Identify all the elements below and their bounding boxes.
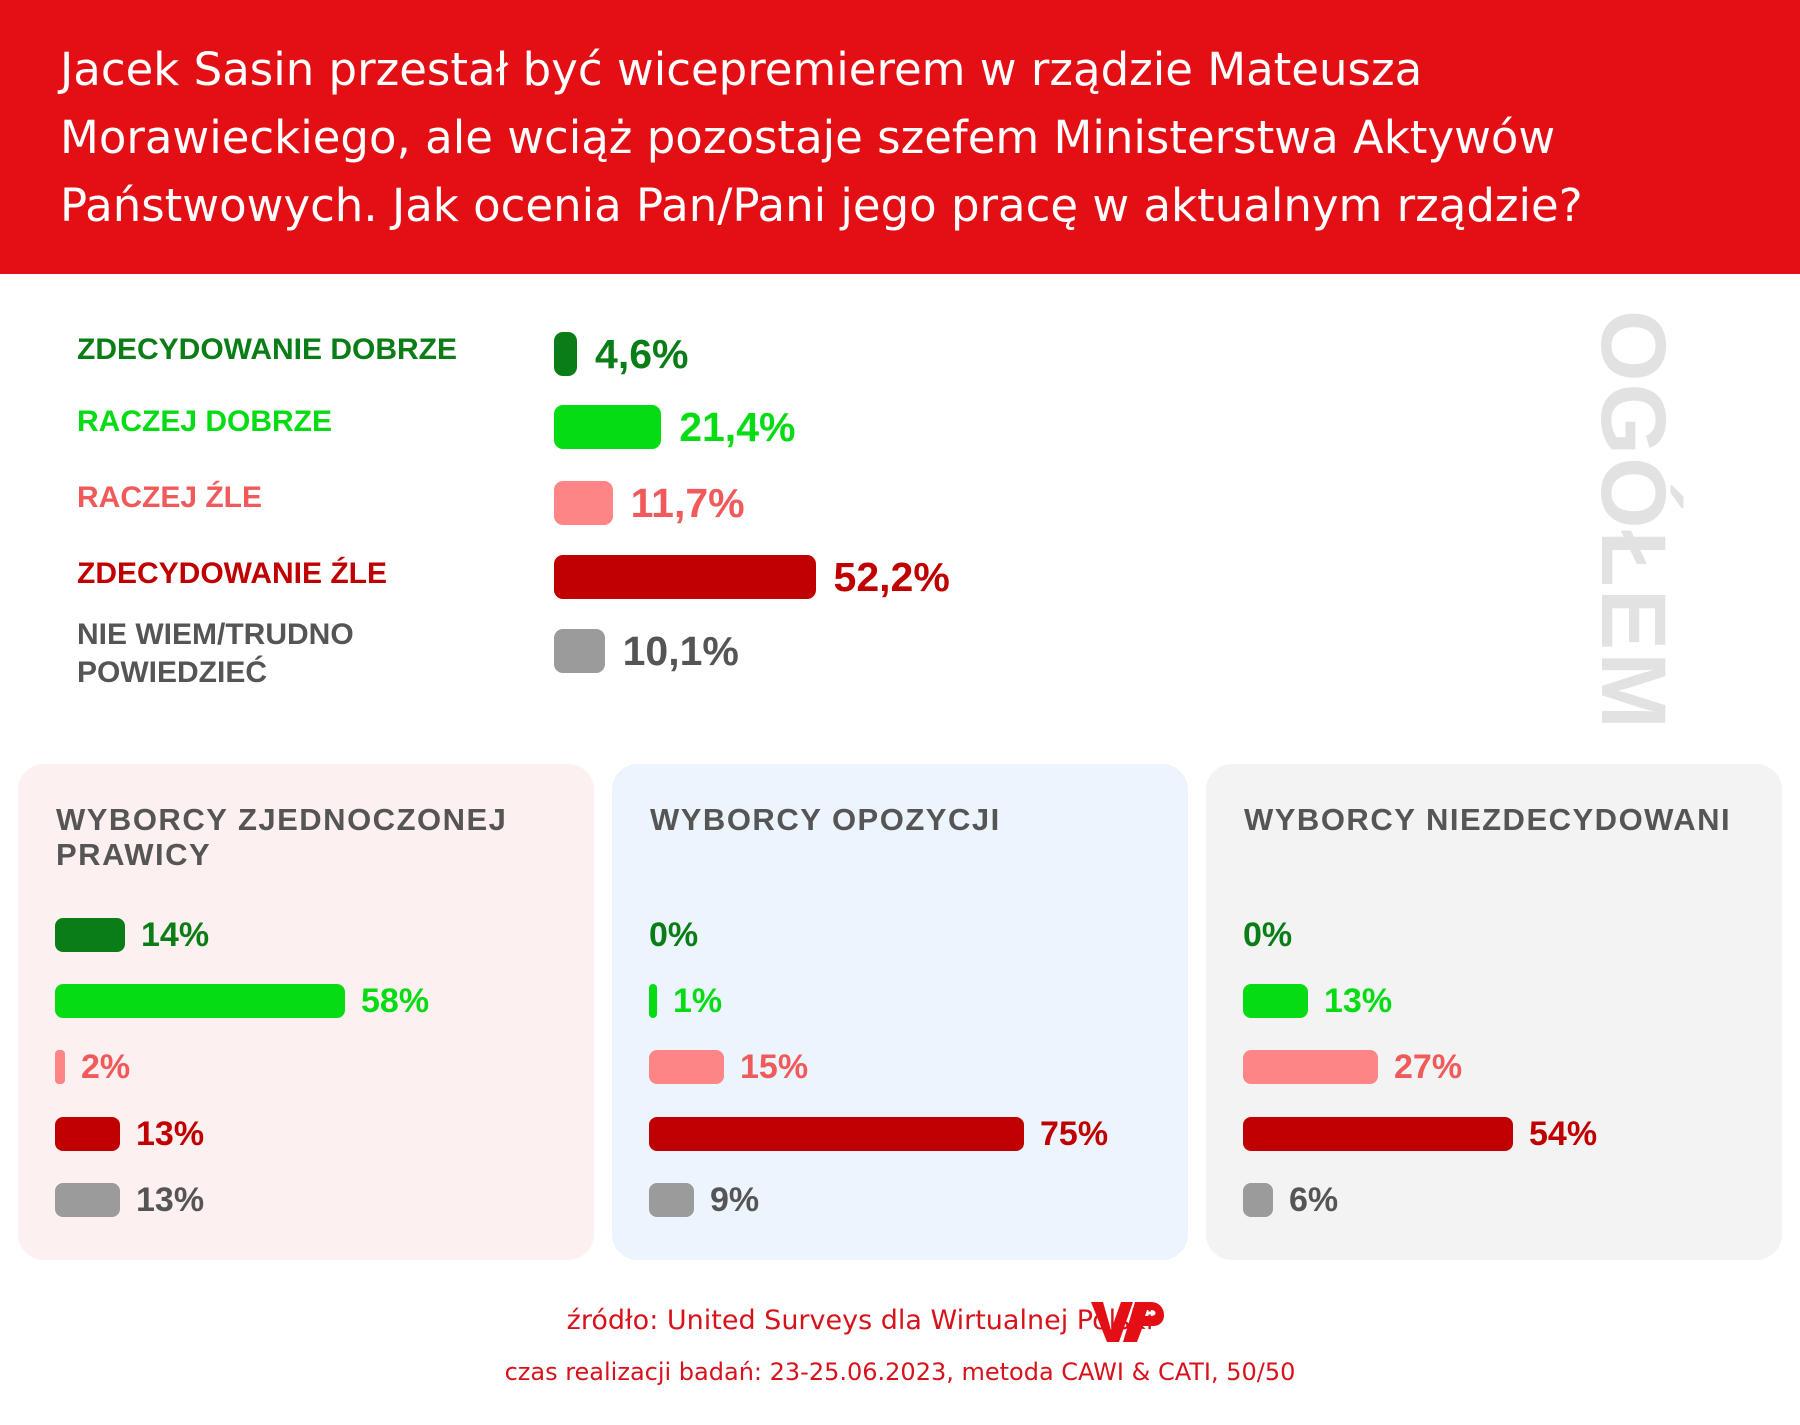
panel-opozycja: WYBORCY OPOZYCJI 0% 1% 15% 75% 9%	[612, 764, 1188, 1260]
category-label: NIE WIEM/TRUDNO POWIEDZIEĆ	[77, 618, 354, 689]
data-label: 13%	[136, 1181, 205, 1219]
category-label: RACZEJ DOBRZE	[77, 405, 333, 438]
data-label: 0%	[1243, 916, 1293, 954]
bar	[649, 984, 657, 1018]
data-label: 15%	[740, 1048, 809, 1086]
data-label: 6%	[1289, 1181, 1339, 1219]
data-label: 10,1%	[622, 628, 739, 674]
data-label: 21,4%	[679, 404, 796, 450]
data-label: 11,7%	[630, 480, 745, 526]
data-label: 9%	[710, 1181, 760, 1219]
panel-title: WYBORCY OPOZYCJI	[650, 802, 1001, 837]
data-label: 54%	[1529, 1115, 1598, 1153]
bar	[649, 1050, 724, 1084]
bar	[554, 555, 816, 599]
header-banner: Jacek Sasin przestał być wicepremierem w…	[0, 0, 1800, 274]
data-label: 27%	[1394, 1048, 1463, 1086]
side-label-ogolem: OGÓŁEM	[1582, 310, 1684, 731]
bar	[1243, 984, 1308, 1018]
bar	[1243, 1117, 1513, 1151]
bar	[554, 332, 578, 376]
bar	[55, 918, 125, 952]
bar	[55, 984, 345, 1018]
wp-logo-icon	[1091, 1302, 1165, 1342]
data-label: 1%	[673, 982, 723, 1020]
panel-title: WYBORCY NIEZDECYDOWANI	[1244, 802, 1732, 837]
chart-title: Jacek Sasin przestał być wicepremierem w…	[60, 43, 1583, 232]
footer-source: źródło: United Surveys dla Wirtualnej Po…	[0, 1304, 1800, 1338]
panel-zjednoczona-prawica: WYBORCY ZJEDNOCZONEJ PRAWICY 14% 58% 2% 13%…	[18, 764, 594, 1260]
data-label: 4,6%	[595, 331, 689, 377]
bar	[55, 1050, 65, 1084]
bar	[1243, 1183, 1273, 1217]
bar	[554, 405, 662, 449]
bar	[554, 481, 613, 525]
data-label: 13%	[136, 1115, 205, 1153]
bar	[554, 629, 605, 673]
data-label: 13%	[1324, 982, 1393, 1020]
source-text: źródło: United Surveys dla Wirtualnej Po…	[566, 1305, 1154, 1336]
bar	[649, 1117, 1024, 1151]
data-label: 14%	[141, 916, 210, 954]
bar	[649, 1183, 694, 1217]
data-label: 0%	[649, 916, 699, 954]
bar	[55, 1117, 120, 1151]
data-label: 2%	[81, 1048, 131, 1086]
category-label: ZDECYDOWANIE DOBRZE	[77, 333, 458, 366]
panel-title: WYBORCY ZJEDNOCZONEJ PRAWICY	[56, 802, 508, 872]
category-label: RACZEJ ŹLE	[77, 481, 263, 514]
bar	[55, 1183, 120, 1217]
data-label: 75%	[1040, 1115, 1109, 1153]
data-label: 58%	[361, 982, 430, 1020]
data-label: 52,2%	[833, 554, 950, 600]
panel-niezdecydowani: WYBORCY NIEZDECYDOWANI 0% 13% 27% 54% 6%	[1206, 764, 1782, 1260]
bar	[1243, 1050, 1378, 1084]
footer-details: czas realizacji badań: 23-25.06.2023, me…	[504, 1358, 1296, 1386]
category-label: ZDECYDOWANIE ŹLE	[77, 557, 388, 590]
